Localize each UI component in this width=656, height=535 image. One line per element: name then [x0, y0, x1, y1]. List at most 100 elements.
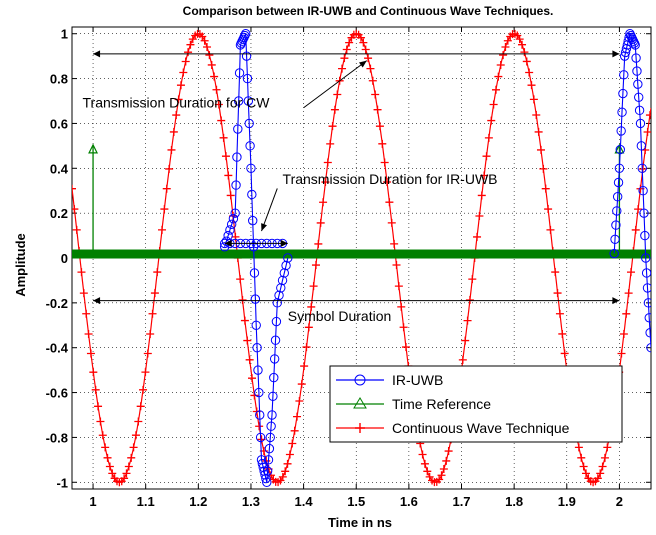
cw-marker [238, 296, 247, 305]
ir-uwb-marker [281, 260, 291, 271]
ir-uwb-marker [642, 283, 651, 293]
cw-marker [555, 309, 564, 318]
cw-marker [217, 116, 226, 125]
x-tick-label: 1.3 [242, 494, 260, 509]
ir-uwb-marker [269, 354, 280, 364]
y-tick-label: 1 [61, 27, 68, 42]
x-tick-label: 1.2 [189, 494, 207, 509]
cw-marker [321, 178, 330, 187]
x-axis-label: Time in ns [328, 515, 392, 530]
annotation-text: Transmission Duration for CW [83, 95, 271, 111]
cw-marker [475, 212, 484, 220]
cw-marker [503, 36, 512, 45]
cw-marker [420, 459, 429, 468]
cw-marker [146, 329, 155, 338]
ir-uwb-marker [616, 126, 626, 136]
cw-marker [491, 85, 500, 94]
cw-marker [219, 133, 228, 142]
cw-marker [243, 336, 252, 345]
cw-marker [108, 469, 117, 478]
cw-marker [167, 145, 176, 154]
time-reference-marker [88, 143, 99, 154]
cw-marker [390, 239, 399, 248]
cw-marker [364, 54, 373, 63]
arrow-head [612, 297, 620, 305]
cw-marker [484, 133, 493, 142]
cw-marker [371, 90, 380, 99]
x-tick-label: 1.7 [452, 494, 470, 509]
ir-uwb-marker [276, 283, 286, 293]
cw-marker [359, 38, 368, 47]
legend-marker-triangle [353, 397, 367, 409]
cw-marker [458, 355, 467, 364]
cw-marker [499, 51, 508, 60]
ir-uwb-marker [634, 105, 645, 116]
cw-marker [579, 462, 588, 471]
cw-marker [179, 68, 188, 77]
cw-marker [603, 443, 612, 452]
legend-label: Time Reference [392, 396, 491, 412]
y-tick-label: 0 [61, 251, 68, 266]
cw-marker [236, 275, 245, 284]
cw-marker [619, 330, 628, 339]
ir-uwb-marker [635, 118, 646, 129]
ir-uwb-marker [645, 328, 651, 338]
x-tick-label: 1.9 [558, 494, 576, 509]
ir-uwb-marker [617, 107, 627, 117]
cw-marker [366, 64, 375, 73]
cw-marker [328, 122, 337, 131]
cw-marker [281, 467, 290, 476]
y-axis-label: Amplitude [13, 233, 28, 297]
cw-marker [631, 225, 640, 234]
cw-marker [101, 443, 110, 452]
legend-marker-circle [354, 374, 366, 386]
cw-marker [418, 450, 427, 459]
ir-uwb-marker [254, 387, 264, 398]
cw-marker [240, 316, 249, 325]
arrow-head [280, 239, 288, 247]
legend-label: Continuous Wave Technique [392, 420, 570, 436]
cw-marker [423, 467, 432, 476]
cw-marker [463, 316, 472, 325]
ir-uwb-marker [638, 186, 648, 196]
cw-marker [593, 474, 602, 483]
ir-uwb-marker [644, 313, 651, 323]
cw-marker [127, 453, 136, 462]
cw-marker [153, 268, 162, 277]
legend-marker-plus [355, 423, 365, 433]
ir-uwb-marker [618, 88, 628, 99]
ir-uwb-marker [234, 68, 245, 78]
cw-marker [165, 164, 174, 173]
cw-marker [89, 368, 98, 377]
cw-marker [541, 184, 550, 193]
cw-marker [224, 171, 233, 180]
cw-marker [596, 469, 605, 478]
ir-uwb-marker [610, 234, 620, 245]
legend: IR-UWB Time Reference Continuous Wave Tech… [329, 365, 623, 443]
y-tick-label: -1 [56, 475, 68, 490]
chart-title: Comparison between IR-UWB and Continuous… [183, 4, 554, 18]
cw-marker [124, 462, 133, 471]
cw-marker [176, 81, 185, 90]
arrow-head [93, 297, 101, 305]
ir-uwb-marker [233, 124, 243, 134]
cw-marker [553, 289, 562, 298]
cw-marker [378, 139, 387, 148]
time-reference-baseline [72, 249, 651, 259]
ir-uwb-marker [247, 189, 257, 200]
ir-uwb-marker [641, 253, 651, 263]
cw-marker [307, 302, 316, 311]
cw-marker [134, 417, 143, 426]
x-tick-label: 1 [89, 494, 96, 509]
cw-marker [319, 198, 328, 207]
arrow-head [612, 50, 620, 58]
cw-marker [184, 48, 193, 57]
cw-marker [581, 469, 590, 478]
ir-uwb-marker [271, 316, 282, 327]
ir-uwb-marker [263, 455, 274, 465]
cw-marker [598, 462, 607, 471]
cw-marker [77, 268, 86, 277]
ir-uwb-marker [230, 208, 240, 218]
ir-uwb-marker [270, 335, 281, 345]
cw-marker [162, 184, 171, 193]
